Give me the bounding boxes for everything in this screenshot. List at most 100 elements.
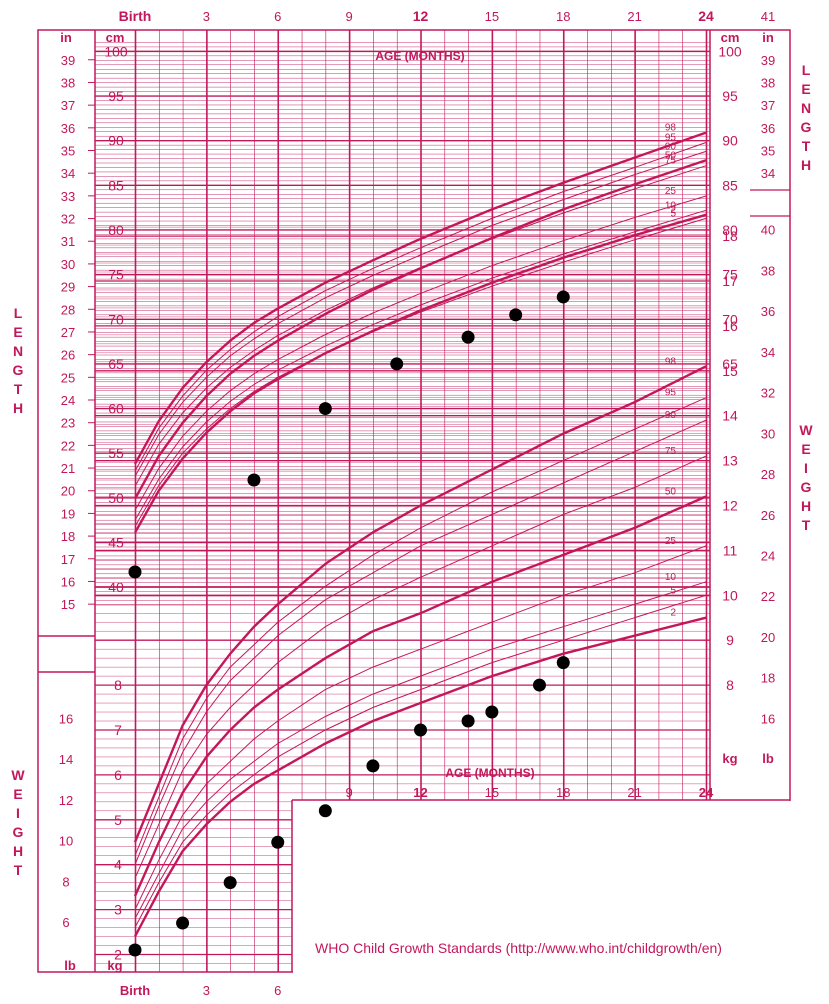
length-in-label-right: 35 (761, 144, 775, 159)
length-cm-label-right: 65 (722, 356, 738, 372)
length-axis-title: E (13, 324, 22, 340)
length-in-label: 17 (61, 552, 75, 567)
cm-unit-label-right: cm (721, 30, 740, 45)
weight-lb-label-right: 24 (761, 548, 775, 563)
length-percentile-label: 5 (670, 208, 676, 219)
length-point (318, 402, 332, 416)
length-in-label: 23 (61, 416, 75, 431)
weight-percentile-95 (134, 397, 707, 856)
length-percentile-label: 10 (665, 200, 677, 211)
length-in-label-right: 36 (761, 121, 775, 136)
length-in-label: 31 (61, 234, 75, 249)
length-axis-title-right: T (802, 138, 811, 154)
length-point (390, 357, 404, 371)
length-cm-label: 95 (108, 88, 124, 104)
bottom-month-label: 6 (274, 983, 281, 998)
weight-axis-title: T (14, 862, 23, 878)
length-percentile-label: 25 (665, 186, 677, 197)
length-cm-label-right: 80 (722, 222, 738, 238)
length-in-label: 38 (61, 75, 75, 90)
length-percentile-95 (134, 142, 707, 472)
length-in-label: 29 (61, 280, 75, 295)
weight-kg-label: 8 (114, 677, 122, 693)
mid-month-label: 24 (699, 785, 714, 800)
mid-month-label: 12 (413, 785, 427, 800)
weight-point (556, 656, 570, 670)
weight-kg-label-right: 13 (722, 453, 738, 469)
weight-kg-label: 7 (114, 722, 122, 738)
weight-percentile-75 (134, 455, 707, 879)
weight-point (485, 705, 499, 719)
length-in-label-right: 38 (761, 75, 775, 90)
weight-lb-label-right: 38 (761, 263, 775, 278)
length-percentile-label: 95 (665, 132, 677, 143)
top-month-label: Birth (119, 8, 152, 24)
weight-lb-label: 16 (59, 711, 73, 726)
weight-kg-label-right: 12 (722, 497, 738, 513)
length-percentile-label: 98 (665, 123, 677, 134)
top-month-label: 24 (698, 8, 714, 24)
weight-percentile-50 (133, 495, 707, 897)
length-cm-label: 60 (108, 401, 124, 417)
weight-percentile-label: 75 (665, 446, 677, 457)
length-axis-title-right: H (801, 157, 811, 173)
length-percentile-label: 90 (665, 141, 677, 152)
length-cm-label: 70 (108, 311, 124, 327)
weight-percentile-label: 2 (670, 608, 676, 619)
length-cm-label-right: 90 (722, 133, 738, 149)
length-point (556, 290, 570, 304)
length-cm-label-right: 95 (722, 88, 738, 104)
who-credit: WHO Child Growth Standards (http://www.w… (315, 940, 722, 956)
kg-unit-label-right: kg (722, 751, 737, 766)
length-axis-title: L (14, 305, 23, 321)
weight-percentile-5 (134, 594, 707, 928)
length-point (509, 308, 523, 322)
in-unit-label: in (60, 30, 72, 45)
weight-kg-label-right: 15 (722, 363, 738, 379)
top-month-label: 15 (485, 9, 499, 24)
weight-point (128, 943, 142, 957)
length-cm-label: 90 (108, 133, 124, 149)
measurement-points (128, 290, 570, 957)
weight-kg-label-right: 10 (722, 587, 738, 603)
top-month-label: 12 (413, 8, 429, 24)
weight-lb-label: 6 (62, 915, 69, 930)
length-axis-title-right: E (801, 81, 810, 97)
weight-percentile-label: 95 (665, 388, 677, 399)
length-cm-label: 40 (108, 579, 124, 595)
weight-point (223, 876, 237, 890)
length-in-label: 33 (61, 189, 75, 204)
top-axis-title: AGE (MONTHS) (375, 49, 464, 63)
weight-point (532, 678, 546, 692)
lb-unit-label-right: lb (762, 751, 774, 766)
mid-month-label: 9 (346, 785, 353, 800)
length-cm-label: 65 (108, 356, 124, 372)
weight-percentile-2 (133, 616, 707, 938)
length-cm-label-right: 85 (722, 177, 738, 193)
weight-lb-label: 12 (59, 793, 73, 808)
length-percentile-10 (134, 209, 707, 521)
weight-axis-title: E (13, 786, 22, 802)
length-in-label-right: 39 (761, 53, 775, 68)
weight-percentile-25 (134, 545, 707, 910)
length-cm-label: 55 (108, 445, 124, 461)
length-cm-label: 85 (108, 177, 124, 193)
length-percentile-2 (133, 213, 707, 534)
weight-percentile-10 (134, 581, 707, 919)
weight-axis-title-right: E (801, 441, 810, 457)
kg-unit-label: kg (107, 958, 122, 973)
length-axis-title: T (14, 381, 23, 397)
weight-axis-title: H (13, 843, 23, 859)
weight-kg-label: 4 (114, 857, 122, 873)
weight-lb-label-right: 22 (761, 589, 775, 604)
weight-point (461, 714, 475, 728)
length-cm-label: 80 (108, 222, 124, 238)
weight-lb-label-right: 20 (761, 630, 775, 645)
weight-point (318, 804, 332, 818)
in-unit-label-right: in (762, 30, 774, 45)
length-axis-title-right: N (801, 100, 811, 116)
weight-lb-label: 8 (62, 874, 69, 889)
weight-kg-label-right: 9 (726, 632, 734, 648)
